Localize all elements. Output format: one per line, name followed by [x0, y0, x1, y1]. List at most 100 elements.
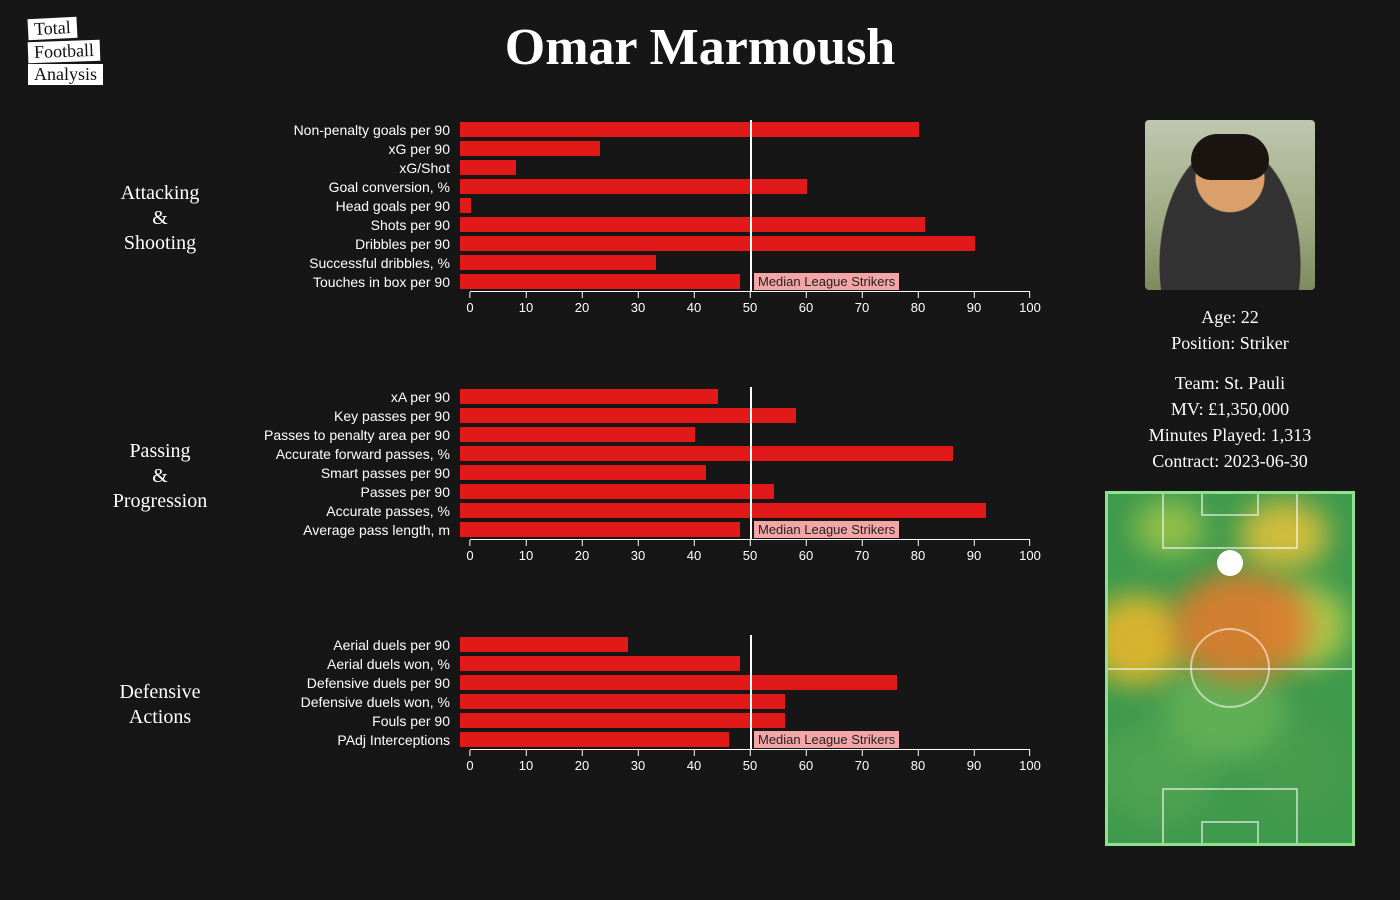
bar	[460, 236, 975, 251]
bar-area	[460, 406, 1020, 425]
x-tick: 70	[855, 750, 869, 773]
charts-container: Attacking&ShootingNon-penalty goals per …	[100, 120, 1030, 845]
metric-label: Defensive duels per 90	[230, 675, 460, 691]
bar-area	[460, 501, 1020, 520]
metric-row: Shots per 90	[230, 215, 1030, 234]
metric-label: Passes per 90	[230, 484, 460, 500]
chart-body: Non-penalty goals per 90xG per 90 xG/Shot…	[230, 120, 1030, 317]
metric-label: Shots per 90	[230, 217, 460, 233]
bar	[460, 217, 925, 232]
metric-label: Successful dribbles, %	[230, 255, 460, 271]
metric-label: Accurate passes, %	[230, 503, 460, 519]
x-tick: 10	[519, 292, 533, 315]
bar-area	[460, 654, 1020, 673]
metric-row: Passes to penalty area per 90	[230, 425, 1030, 444]
player-age: Age: 22	[1100, 304, 1360, 330]
x-tick: 100	[1019, 292, 1041, 315]
metric-row: Goal conversion, %	[230, 177, 1030, 196]
metric-label: Key passes per 90	[230, 408, 460, 424]
chart-body: Aerial duels per 90Aerial duels won, % De…	[230, 635, 1030, 775]
bar	[460, 484, 774, 499]
metric-row: Accurate passes, %	[230, 501, 1030, 520]
x-tick: 80	[911, 750, 925, 773]
median-line	[750, 635, 752, 749]
bar	[460, 389, 718, 404]
metric-row: Accurate forward passes, %	[230, 444, 1030, 463]
metric-label: Aerial duels per 90	[230, 637, 460, 653]
metric-row: Smart passes per 90	[230, 463, 1030, 482]
bar-area	[460, 482, 1020, 501]
metric-row: PAdj Interceptions	[230, 730, 1030, 749]
bar	[460, 179, 807, 194]
chart-section: Passing&ProgressionxA per 90Key passes p…	[100, 387, 1030, 565]
x-axis: 0102030405060708090100	[470, 539, 1030, 565]
player-contract: Contract: 2023-06-30	[1100, 448, 1360, 474]
bar-area	[460, 253, 1020, 272]
metric-row: xG/Shot	[230, 158, 1030, 177]
median-label: Median League Strikers	[754, 273, 899, 290]
bar-area	[460, 139, 1020, 158]
x-tick: 20	[575, 292, 589, 315]
x-tick: 60	[799, 750, 813, 773]
x-tick: 40	[687, 540, 701, 563]
bar	[460, 160, 516, 175]
metric-label: xA per 90	[230, 389, 460, 405]
bar	[460, 408, 796, 423]
median-line	[750, 387, 752, 539]
x-tick: 0	[466, 292, 473, 315]
x-tick: 90	[967, 292, 981, 315]
bar	[460, 713, 785, 728]
x-tick: 90	[967, 540, 981, 563]
metric-row: Head goals per 90	[230, 196, 1030, 215]
chart-section: Attacking&ShootingNon-penalty goals per …	[100, 120, 1030, 317]
bar-area	[460, 711, 1020, 730]
metric-row: Non-penalty goals per 90	[230, 120, 1030, 139]
x-tick: 100	[1019, 750, 1041, 773]
bar	[460, 198, 471, 213]
player-mv: MV: £1,350,000	[1100, 396, 1360, 422]
heatmap-position-dot	[1217, 550, 1243, 576]
bar	[460, 656, 740, 671]
metric-label: xG/Shot	[230, 160, 460, 176]
metric-label: Average pass length, m	[230, 522, 460, 538]
bar	[460, 675, 897, 690]
x-tick: 50	[743, 750, 757, 773]
bar-area	[460, 215, 1020, 234]
x-tick: 30	[631, 292, 645, 315]
metric-label: Goal conversion, %	[230, 179, 460, 195]
bar	[460, 522, 740, 537]
metric-label: Accurate forward passes, %	[230, 446, 460, 462]
bar-area	[460, 120, 1020, 139]
bar-area	[460, 196, 1020, 215]
metric-row: Successful dribbles, %	[230, 253, 1030, 272]
player-minutes: Minutes Played: 1,313	[1100, 422, 1360, 448]
x-tick: 0	[466, 540, 473, 563]
x-tick: 50	[743, 292, 757, 315]
bar	[460, 274, 740, 289]
chart-section: DefensiveActionsAerial duels per 90Aeria…	[100, 635, 1030, 775]
bar-area	[460, 234, 1020, 253]
metric-row: xG per 90	[230, 139, 1030, 158]
x-tick: 0	[466, 750, 473, 773]
x-tick: 20	[575, 750, 589, 773]
metric-row: Dribbles per 90	[230, 234, 1030, 253]
metric-row: Aerial duels won, %	[230, 654, 1030, 673]
x-tick: 100	[1019, 540, 1041, 563]
chart-body: xA per 90 Key passes per 90 Passes to pena…	[230, 387, 1030, 565]
player-position: Position: Striker	[1100, 330, 1360, 356]
x-tick: 70	[855, 292, 869, 315]
median-line	[750, 120, 752, 291]
heatmap	[1105, 491, 1355, 846]
x-tick: 70	[855, 540, 869, 563]
bar	[460, 427, 695, 442]
metric-label: Passes to penalty area per 90	[230, 427, 460, 443]
metric-row: Defensive duels per 90	[230, 673, 1030, 692]
metric-row: Touches in box per 90	[230, 272, 1030, 291]
metric-row: xA per 90	[230, 387, 1030, 406]
metric-label: Dribbles per 90	[230, 236, 460, 252]
x-tick: 60	[799, 540, 813, 563]
median-label: Median League Strikers	[754, 731, 899, 748]
metric-label: Touches in box per 90	[230, 274, 460, 290]
bar-area	[460, 730, 1020, 749]
x-axis: 0102030405060708090100	[470, 749, 1030, 775]
